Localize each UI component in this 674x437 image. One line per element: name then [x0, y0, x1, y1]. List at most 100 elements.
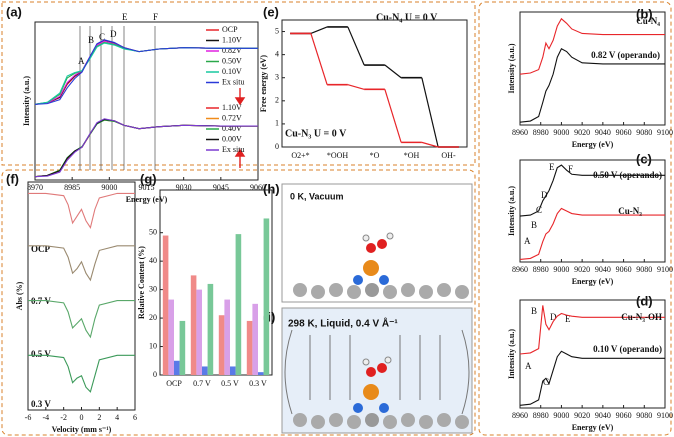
- y-axis-label: Intensity (a.u.): [507, 43, 516, 93]
- annotation: D: [110, 29, 117, 39]
- step-connector: [347, 84, 365, 90]
- step-connector: [421, 141, 439, 148]
- series-line: [519, 305, 665, 355]
- y-tick-label: 1: [275, 119, 279, 128]
- x-tick-label: *O: [370, 151, 380, 160]
- bar: [202, 366, 208, 375]
- y-tick-label: 4: [275, 49, 279, 58]
- bar: [218, 315, 225, 375]
- legend-label: 1.10V: [222, 103, 242, 112]
- x-tick-label: 9015: [139, 183, 155, 192]
- annotation: A: [525, 361, 532, 371]
- annotation: F: [568, 164, 573, 174]
- x-tick-label: 8960: [512, 411, 528, 420]
- series-line: [28, 192, 135, 229]
- y-tick-label: 50: [149, 228, 157, 237]
- x-axis-label: Energy (eV): [572, 423, 614, 432]
- y-tick-label: 3: [275, 73, 279, 82]
- x-tick-label: 9100: [657, 265, 673, 274]
- x-tick-label: 8960: [512, 128, 528, 137]
- series-label: 0.3 V: [31, 399, 51, 409]
- panel-label: (h): [263, 181, 280, 196]
- x-tick-label: 9040: [595, 411, 611, 420]
- legend-label: Ex situ: [222, 77, 244, 86]
- plot-frame: [159, 189, 273, 376]
- series-label: 0.82 V (operando): [591, 50, 660, 60]
- x-tick-label: OH-: [441, 151, 456, 160]
- bar: [162, 235, 169, 375]
- x-tick-label: 8970: [27, 183, 43, 192]
- x-tick-label: 9000: [553, 128, 569, 137]
- panel-label: (g): [140, 171, 157, 186]
- y-tick-label: 0: [275, 142, 279, 151]
- annotation: A: [78, 56, 85, 66]
- step-connector: [347, 26, 365, 66]
- x-tick-label: OCP: [166, 379, 182, 388]
- x-tick-label: 9100: [657, 128, 673, 137]
- series-label: 0.10 V (operando): [593, 344, 662, 354]
- x-tick-label: 9040: [595, 265, 611, 274]
- bar: [174, 360, 180, 375]
- y-tick-label: 40: [149, 256, 157, 265]
- y-axis-label: Relative Content (%): [137, 246, 146, 319]
- plot-frame: [519, 11, 666, 126]
- annotation: D: [541, 190, 548, 200]
- series-label: 0.5 V: [31, 349, 51, 359]
- y-tick-label: 5: [275, 26, 279, 35]
- panel-label: (b): [636, 6, 653, 21]
- bar: [258, 372, 264, 375]
- legend-label: 0.82V: [222, 46, 242, 55]
- x-tick-label: -2: [60, 413, 67, 422]
- panel-label: (d): [636, 293, 653, 308]
- legend-label: 0.50V: [222, 56, 242, 65]
- x-tick-label: -4: [42, 413, 49, 422]
- series-line: [519, 350, 665, 406]
- x-tick-label: 9080: [636, 265, 652, 274]
- bar: [168, 299, 174, 375]
- x-tick-label: 9100: [657, 411, 673, 420]
- x-tick-label: 8960: [512, 265, 528, 274]
- x-tick-label: 0.5 V: [221, 379, 239, 388]
- x-tick-label: 9000: [553, 265, 569, 274]
- legend-label: 1.10V: [222, 35, 242, 44]
- series-line: [34, 118, 258, 178]
- annotation: F: [153, 12, 158, 22]
- x-tick-label: 9060: [616, 411, 632, 420]
- panel-label: (f): [6, 171, 19, 186]
- x-tick-label: 9080: [636, 411, 652, 420]
- x-tick-label: 2: [97, 413, 101, 422]
- y-axis-label: Intensity (a.u.): [22, 76, 31, 126]
- series-label: OCP: [31, 244, 51, 254]
- x-tick-label: 9000: [101, 183, 117, 192]
- series-line: [28, 300, 135, 339]
- step-connector: [384, 89, 402, 143]
- x-tick-label: 0.7 V: [193, 379, 211, 388]
- frame-top: [1, 1, 476, 166]
- x-tick-label: 6: [133, 413, 137, 422]
- legend-label: 0.40V: [222, 124, 242, 133]
- series-line: [28, 245, 135, 282]
- frame-bottom: [1, 169, 476, 436]
- series-line: [519, 207, 665, 260]
- legend-label: 0.00V: [222, 134, 242, 143]
- h-caption: 0 K, Vacuum: [290, 191, 344, 201]
- x-tick-label: 9080: [636, 128, 652, 137]
- x-tick-label: 9020: [574, 265, 590, 274]
- x-tick-label: *OOH: [327, 151, 349, 160]
- panel-label: (e): [263, 4, 279, 19]
- series-label: Cu-N₄: [636, 16, 660, 26]
- i-caption: 298 K, Liquid, 0.4 V Å⁻¹: [288, 317, 398, 330]
- bar: [235, 234, 242, 375]
- h-molecule: [293, 232, 469, 299]
- x-tick-label: 8980: [533, 411, 549, 420]
- series-label: Cu-N₄ U = 0 V: [376, 12, 438, 23]
- bar: [252, 303, 258, 375]
- annotation: E: [122, 12, 128, 22]
- y-axis-label: Free energy (eV): [259, 55, 268, 112]
- annotation: C: [99, 32, 105, 42]
- series-label: Cu-N₃: [618, 206, 642, 216]
- bar: [190, 275, 197, 375]
- x-axis-label: Energy (eV): [572, 277, 614, 286]
- x-tick-label: 9045: [213, 183, 229, 192]
